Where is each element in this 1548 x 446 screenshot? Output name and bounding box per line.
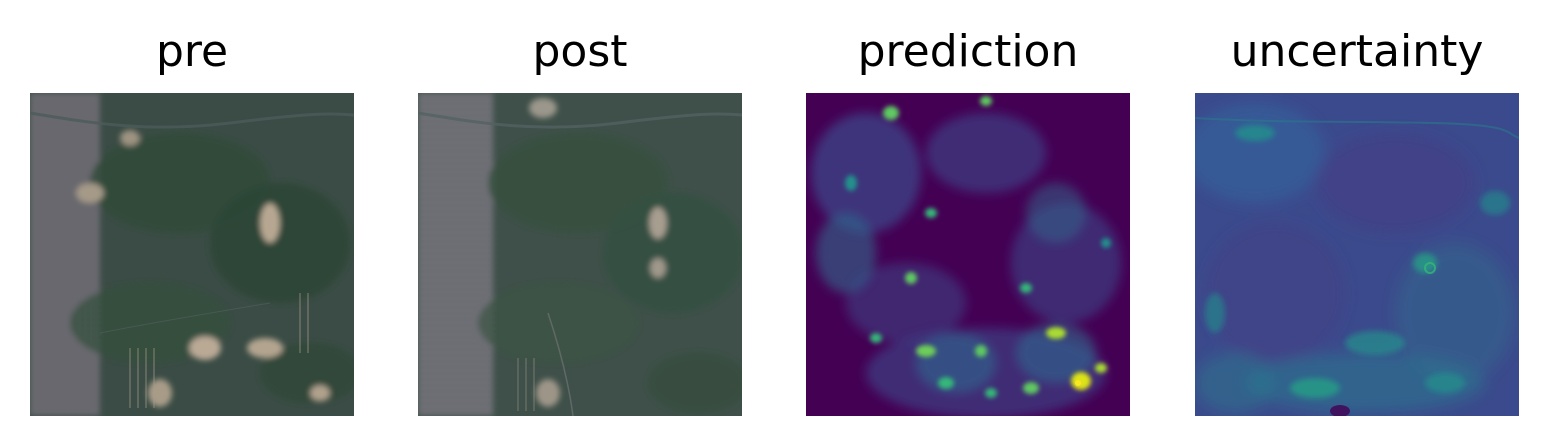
uncertainty-title: uncertainty [1230,26,1484,77]
prediction-title: prediction [857,26,1079,77]
post-title: post [532,26,628,77]
uncertainty-heatmap [1195,93,1519,416]
uncertainty-panel: uncertainty [1195,0,1519,446]
pre-panel: pre [30,0,354,446]
pre-title: pre [155,26,229,77]
prediction-panel: prediction [806,0,1130,446]
post-satellite-image [418,93,742,416]
prediction-heatmap [806,93,1130,416]
post-panel: post [418,0,742,446]
pre-satellite-image [30,93,354,416]
